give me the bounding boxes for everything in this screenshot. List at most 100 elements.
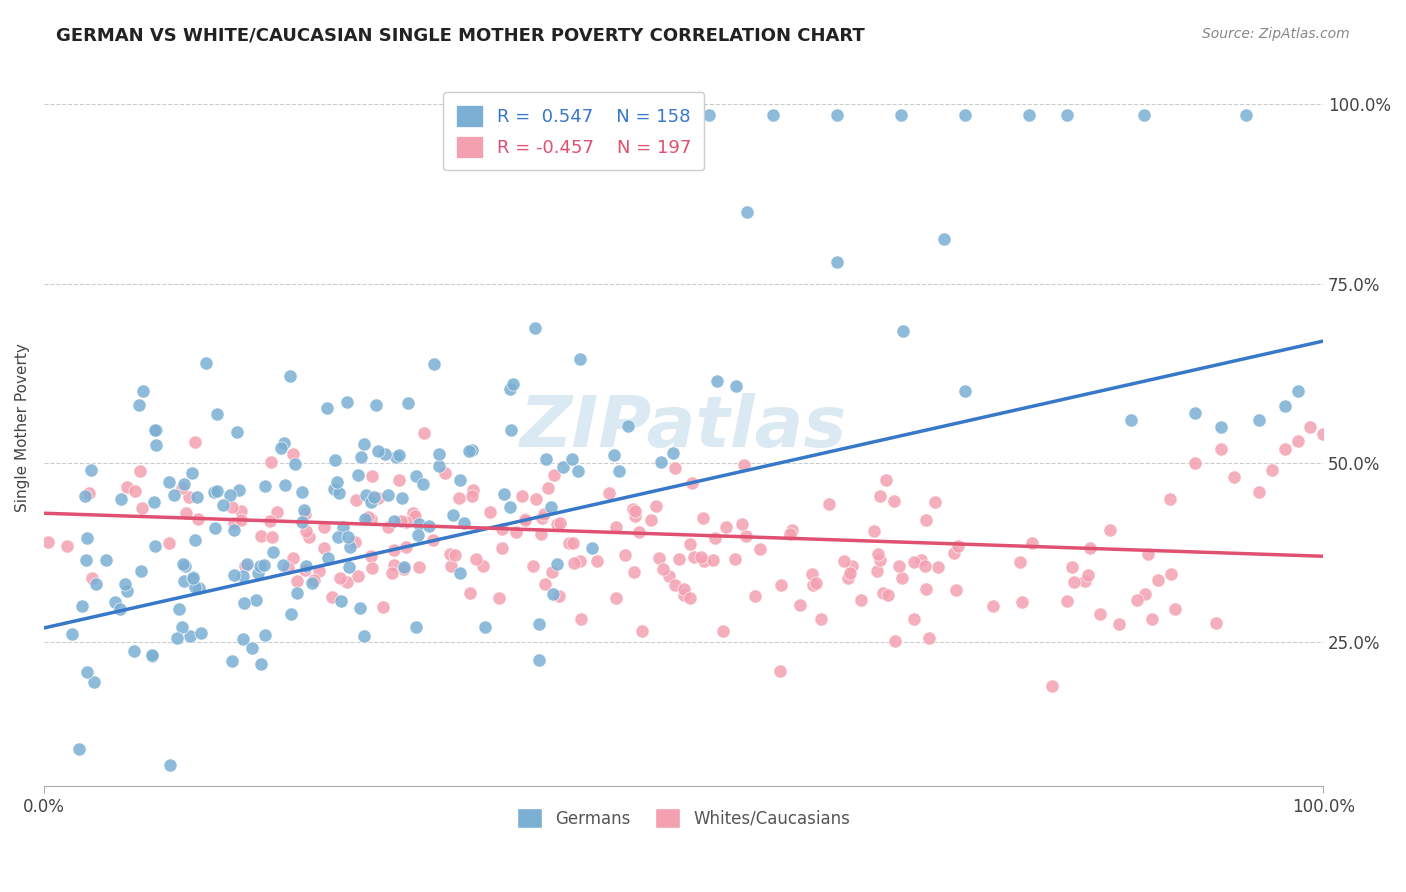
Point	[924, 495, 946, 509]
Point	[76, 665, 98, 679]
Point	[1159, 491, 1181, 506]
Point	[872, 585, 894, 599]
Point	[224, 516, 246, 530]
Point	[377, 520, 399, 534]
Point	[540, 500, 562, 515]
Point	[1062, 560, 1084, 574]
Point	[337, 560, 360, 574]
Point	[658, 568, 681, 582]
Point	[825, 108, 848, 122]
Point	[704, 531, 727, 545]
Point	[678, 591, 700, 605]
Point	[534, 576, 557, 591]
Point	[389, 514, 412, 528]
Point	[1108, 617, 1130, 632]
Point	[749, 542, 772, 557]
Point	[173, 476, 195, 491]
Point	[187, 511, 209, 525]
Point	[122, 644, 145, 658]
Point	[245, 593, 267, 607]
Point	[533, 507, 555, 521]
Point	[841, 558, 863, 573]
Point	[70, 599, 93, 614]
Point	[513, 512, 536, 526]
Point	[499, 500, 522, 515]
Point	[1133, 108, 1156, 122]
Point	[681, 475, 703, 490]
Point	[692, 511, 714, 525]
Point	[605, 520, 627, 534]
Point	[157, 535, 180, 549]
Point	[221, 654, 243, 668]
Point	[543, 587, 565, 601]
Point	[382, 514, 405, 528]
Point	[295, 558, 318, 573]
Point	[278, 368, 301, 383]
Point	[569, 554, 592, 568]
Point	[301, 575, 323, 590]
Point	[804, 576, 827, 591]
Point	[945, 583, 967, 598]
Point	[162, 488, 184, 502]
Point	[440, 559, 463, 574]
Point	[529, 527, 551, 541]
Point	[624, 504, 647, 518]
Point	[548, 589, 571, 603]
Point	[562, 536, 585, 550]
Point	[262, 544, 284, 558]
Point	[260, 530, 283, 544]
Point	[441, 508, 464, 523]
Point	[474, 620, 496, 634]
Point	[837, 571, 859, 585]
Point	[735, 528, 758, 542]
Point	[96, 553, 118, 567]
Point	[529, 616, 551, 631]
Point	[347, 467, 370, 482]
Point	[190, 626, 212, 640]
Point	[693, 554, 716, 568]
Point	[405, 468, 427, 483]
Point	[233, 558, 256, 573]
Point	[176, 507, 198, 521]
Point	[408, 560, 430, 574]
Point	[453, 516, 475, 531]
Point	[1040, 679, 1063, 693]
Point	[1286, 384, 1309, 399]
Point	[457, 443, 479, 458]
Point	[1299, 420, 1322, 434]
Point	[891, 324, 914, 338]
Point	[621, 502, 644, 516]
Point	[186, 490, 208, 504]
Point	[354, 488, 377, 502]
Point	[536, 481, 558, 495]
Point	[76, 531, 98, 545]
Point	[80, 463, 103, 477]
Point	[172, 619, 194, 633]
Point	[328, 485, 350, 500]
Point	[273, 436, 295, 450]
Point	[461, 489, 484, 503]
Point	[73, 489, 96, 503]
Point	[115, 583, 138, 598]
Point	[339, 540, 361, 554]
Point	[336, 395, 359, 409]
Point	[458, 585, 481, 599]
Point	[869, 553, 891, 567]
Point	[188, 582, 211, 596]
Point	[530, 510, 553, 524]
Point	[229, 512, 252, 526]
Point	[491, 541, 513, 556]
Point	[404, 509, 426, 524]
Point	[232, 632, 254, 646]
Point	[382, 558, 405, 572]
Point	[326, 530, 349, 544]
Point	[499, 424, 522, 438]
Point	[461, 443, 484, 458]
Point	[664, 578, 686, 592]
Point	[491, 522, 513, 536]
Point	[204, 521, 226, 535]
Point	[283, 551, 305, 566]
Point	[291, 516, 314, 530]
Point	[249, 559, 271, 574]
Point	[371, 600, 394, 615]
